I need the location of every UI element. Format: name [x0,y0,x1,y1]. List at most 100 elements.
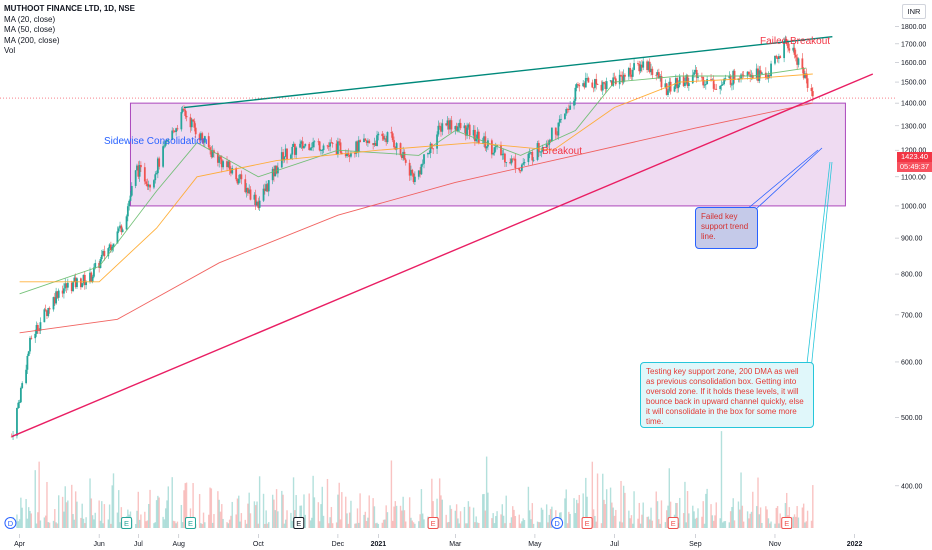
volume-bar [478,523,480,528]
candle-body [464,125,467,136]
volume-bar [776,506,779,528]
candle-body [637,63,639,64]
volume-bar [539,522,541,528]
volume-bar [384,519,386,528]
event-marker[interactable]: D [551,517,564,529]
candle-body [583,83,586,88]
event-marker-label: E [188,519,193,528]
volume-bar [89,478,91,528]
event-marker[interactable]: E [293,517,305,529]
y-tick-label: 1600.00 [901,60,926,67]
candle-body [420,164,423,175]
candle-body [258,200,261,208]
candle-body [578,85,581,87]
candle-body [299,143,301,148]
candle-body [300,141,303,144]
candle-body [26,355,29,370]
candle-body [788,48,791,51]
candle-body [138,165,141,177]
event-marker[interactable]: E [121,517,133,529]
volume-bar [467,501,470,528]
candle-body [403,151,406,160]
candle-body [292,143,295,147]
candle-body [768,74,771,77]
candle-body [230,169,232,174]
event-marker[interactable]: D [4,517,17,529]
candle-body [687,83,690,87]
volume-bar [26,518,29,528]
annotation-sideways[interactable]: Sidewise Consolidation [104,136,208,147]
candle-body [376,135,378,146]
candle-body [511,158,514,160]
candle-body [248,189,251,194]
candle-body [322,145,325,151]
candle-body [239,174,241,179]
volume-bar [491,518,493,528]
candle-body [284,148,287,157]
volume-bar [373,506,376,528]
candle-body [567,109,570,111]
event-marker[interactable]: E [581,517,593,529]
volume-bar [262,493,265,528]
volume-bar [43,517,46,528]
volume-bar [345,496,347,528]
candle-body [729,75,732,85]
volume-bar [609,487,612,528]
volume-bar [693,511,695,528]
volume-bar [710,504,712,528]
event-marker[interactable]: E [667,517,679,529]
volume-bar [420,489,423,528]
volume-bar [632,523,634,528]
candle-body [810,87,813,92]
candle-body [83,274,86,286]
candle-body [48,308,51,310]
event-marker[interactable]: E [427,517,439,529]
annotation-failed-breakout[interactable]: Failed Breakout [760,36,831,47]
candle-body [347,153,350,155]
candle-body [98,262,101,268]
candle-body [340,152,343,155]
legend-ma200[interactable]: MA (200, close) [4,35,60,45]
event-marker[interactable]: E [184,517,196,529]
candle-body [262,188,265,201]
volume-bar [102,523,104,528]
volume-bar [211,522,214,528]
volume-bar [341,492,343,528]
candle-body [286,148,288,160]
candle-body [618,74,621,85]
callout-failed-support[interactable]: Failed key support trend line. [695,207,758,249]
candle-body [163,145,166,147]
volume-bar [703,523,706,528]
legend-ma20[interactable]: MA (20, close) [4,14,56,24]
volume-bar [283,523,286,528]
annotation-breakout[interactable]: Breakout [542,146,583,157]
volume-bar [201,523,203,528]
volume-bar [144,511,146,528]
callout-testing-support[interactable]: Testing key support zone, 200 DMA as wel… [640,362,814,428]
event-marker[interactable]: E [781,517,793,529]
candle-body [783,41,786,59]
volume-bar [668,468,670,528]
volume-bar [493,523,496,528]
candle-body [227,161,230,168]
candle-body [112,243,115,247]
volume-bar [247,503,249,528]
volume-bar [320,504,322,528]
volume-bar [166,500,168,528]
legend-vol[interactable]: Vol [4,46,16,55]
volume-bar [181,522,184,528]
volume-bar [47,522,49,528]
candle-body [36,325,39,331]
legend-ma50[interactable]: MA (50, close) [4,25,56,34]
candle-body [46,310,48,317]
volume-bar [21,507,23,528]
volume-bar [604,504,607,528]
volume-bar [660,500,663,528]
candle-body [609,80,612,82]
currency-button[interactable]: INR [902,4,926,19]
volume-bar [422,513,424,528]
candle-body [490,140,493,155]
candle-body [249,189,252,200]
volume-bar [522,518,524,528]
